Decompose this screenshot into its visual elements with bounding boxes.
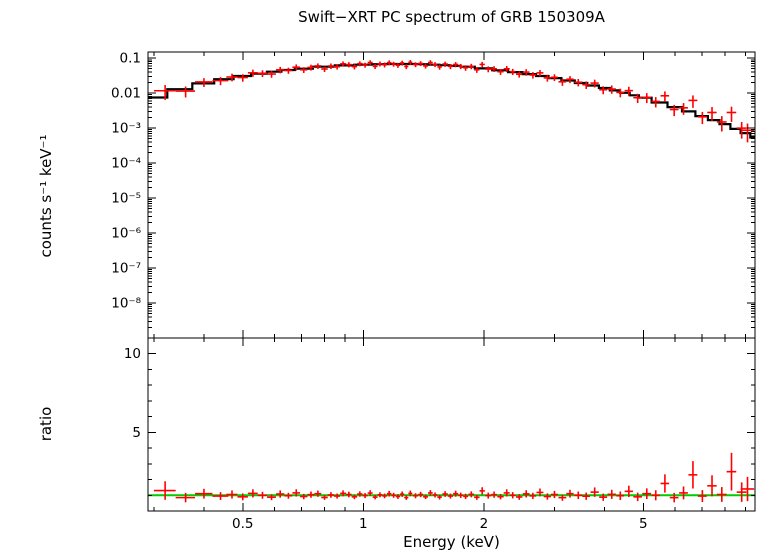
svg-text:10⁻³: 10⁻³ xyxy=(111,121,141,137)
svg-text:0.1: 0.1 xyxy=(120,51,141,67)
tick-labels: 0.1 0.01 10⁻³ 10⁻⁴ 10⁻⁵ 10⁻⁶ 10⁻⁷ 10⁻⁸ 10 5 0.5 1 2 5 xyxy=(111,51,648,532)
svg-text:10⁻⁵: 10⁻⁵ xyxy=(111,191,141,207)
svg-text:5: 5 xyxy=(132,425,141,441)
svg-text:0.01: 0.01 xyxy=(111,86,141,102)
svg-text:10: 10 xyxy=(124,346,141,362)
panel-frames xyxy=(147,51,756,512)
svg-text:1: 1 xyxy=(359,516,368,532)
svg-text:10⁻⁴: 10⁻⁴ xyxy=(111,156,141,172)
svg-text:10⁻⁸: 10⁻⁸ xyxy=(111,296,141,312)
svg-text:2: 2 xyxy=(480,516,489,532)
model-line xyxy=(148,62,755,139)
axis-ticks xyxy=(148,52,755,511)
svg-text:0.5: 0.5 xyxy=(232,516,253,532)
ratio-data-points xyxy=(153,452,755,503)
svg-text:10⁻⁶: 10⁻⁶ xyxy=(111,226,141,242)
chart-title: Swift−XRT PC spectrum of GRB 150309A xyxy=(298,8,605,26)
x-axis-label-energy: Energy (keV) xyxy=(403,533,500,551)
svg-text:10⁻⁷: 10⁻⁷ xyxy=(111,261,141,277)
svg-text:5: 5 xyxy=(639,516,648,532)
spectrum-data-points xyxy=(153,60,755,143)
